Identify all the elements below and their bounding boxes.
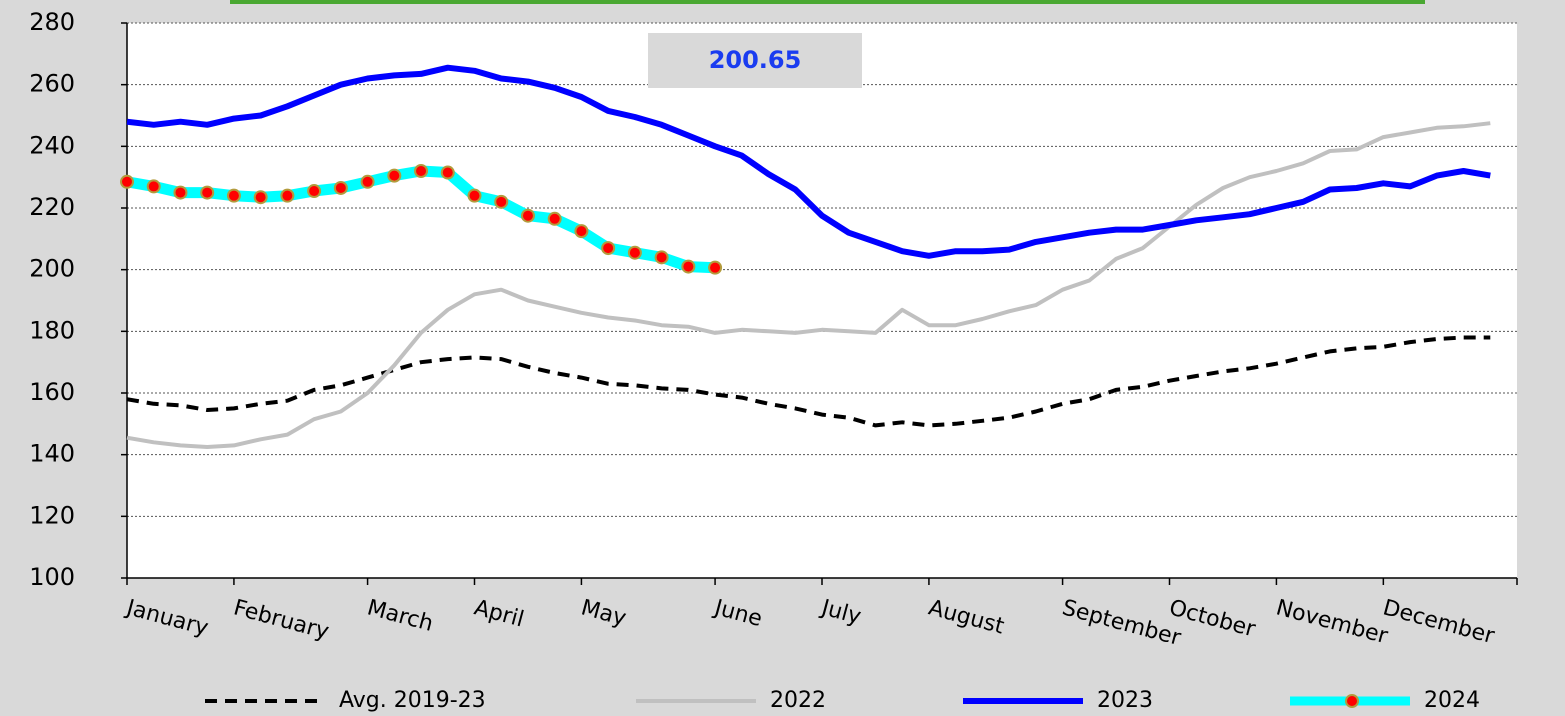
y-tick-label: 200 <box>29 255 75 283</box>
point-marker <box>494 194 509 209</box>
legend-label: 2024 <box>1424 688 1480 713</box>
point-marker <box>173 185 188 200</box>
point-marker <box>654 250 669 265</box>
point-marker <box>440 165 455 180</box>
grid <box>121 22 1518 585</box>
y-tick-label: 240 <box>29 131 75 159</box>
point-marker <box>226 188 241 203</box>
point-marker <box>520 208 535 223</box>
y-tick-label: 280 <box>29 8 75 36</box>
plot-area <box>127 23 1517 578</box>
y-tick-label: 180 <box>29 316 75 344</box>
point-marker <box>200 185 215 200</box>
legend-label: 2022 <box>770 688 826 713</box>
point-marker <box>146 179 161 194</box>
point-marker <box>307 184 322 199</box>
point-marker <box>574 224 589 239</box>
point-marker <box>333 180 348 195</box>
point-marker <box>387 168 402 183</box>
y-tick-label: 220 <box>29 193 75 221</box>
legend-label: 2023 <box>1097 688 1153 713</box>
series-lines <box>120 64 1491 449</box>
point-marker <box>360 174 375 189</box>
point-marker <box>601 241 616 256</box>
y-tick-label: 160 <box>29 378 75 406</box>
series-line <box>126 335 1491 428</box>
y-tick-label: 120 <box>29 501 75 529</box>
annotation-box <box>648 33 862 88</box>
point-marker <box>414 164 429 178</box>
point-marker <box>547 211 562 226</box>
point-marker <box>280 188 295 203</box>
point-marker <box>467 188 482 203</box>
y-tick-label: 260 <box>29 70 75 98</box>
annotation: 200.65 <box>709 46 802 74</box>
series-line <box>126 64 1491 259</box>
point-marker <box>120 174 134 189</box>
legend-label: Avg. 2019-23 <box>339 688 486 713</box>
point-marker <box>627 245 642 260</box>
point-marker <box>253 190 268 205</box>
point-marker <box>681 259 696 274</box>
y-tick-label: 140 <box>29 440 75 468</box>
y-tick-label: 100 <box>29 563 75 591</box>
point-marker <box>708 260 723 275</box>
legend-marker <box>1345 694 1359 708</box>
series-line <box>126 121 1491 449</box>
